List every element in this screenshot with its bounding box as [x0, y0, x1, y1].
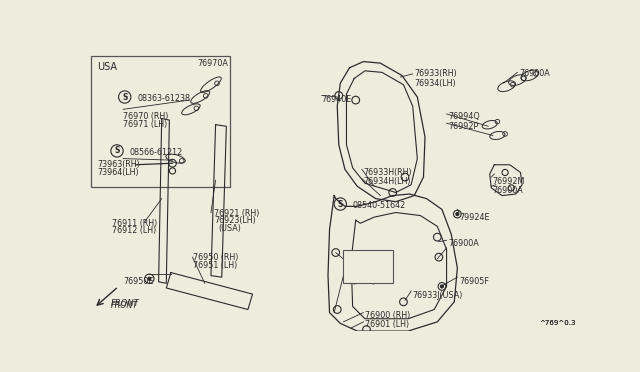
Text: 76900E: 76900E: [346, 259, 377, 268]
Text: FRONT: FRONT: [111, 301, 138, 310]
Text: 76905F: 76905F: [459, 277, 489, 286]
Text: 76950E: 76950E: [123, 277, 154, 286]
Text: 79924E: 79924E: [459, 212, 490, 221]
Text: 76971 (LH): 76971 (LH): [123, 120, 168, 129]
Text: 76900A: 76900A: [519, 69, 550, 78]
Text: ^769^0.3: ^769^0.3: [540, 320, 576, 326]
Text: 76933(RH): 76933(RH): [414, 69, 457, 78]
Text: 76934H(LH): 76934H(LH): [364, 177, 411, 186]
Text: ^769^0.3: ^769^0.3: [540, 320, 576, 326]
Text: 76911 (RH): 76911 (RH): [113, 219, 157, 228]
Text: 76970 (RH): 76970 (RH): [123, 112, 168, 121]
Text: 76933J(USA): 76933J(USA): [413, 291, 463, 300]
Text: 08540-51642: 08540-51642: [353, 201, 406, 210]
Text: 76970A: 76970A: [198, 58, 228, 67]
Text: 76912 (LH): 76912 (LH): [113, 226, 157, 235]
Text: 76992P: 76992P: [448, 122, 478, 131]
Text: 73964(LH): 73964(LH): [97, 168, 139, 177]
Text: 76900A: 76900A: [448, 239, 479, 248]
Text: 76934(LH): 76934(LH): [414, 78, 456, 87]
Bar: [344, 250, 394, 283]
Text: 76940E: 76940E: [322, 95, 352, 104]
Circle shape: [456, 212, 459, 216]
Text: 76933H(RH): 76933H(RH): [364, 168, 412, 177]
Text: S: S: [338, 199, 343, 209]
Text: 08363-61238: 08363-61238: [137, 94, 190, 103]
Text: 76900 (RH): 76900 (RH): [365, 311, 410, 320]
Text: 76994Q: 76994Q: [448, 112, 480, 121]
Text: 76921 (RH): 76921 (RH): [214, 209, 259, 218]
Text: S: S: [115, 147, 120, 155]
Text: USA: USA: [97, 62, 117, 71]
Text: 76992M: 76992M: [493, 177, 525, 186]
Text: 76900A: 76900A: [493, 186, 524, 195]
Text: (USA): (USA): [219, 224, 241, 233]
Text: 76950 (RH): 76950 (RH): [193, 253, 239, 262]
Text: 08566-61212: 08566-61212: [129, 148, 182, 157]
Text: 76901 (LH): 76901 (LH): [365, 320, 409, 329]
Bar: [91, 56, 230, 187]
Text: 76951 (LH): 76951 (LH): [193, 261, 237, 270]
Circle shape: [440, 285, 444, 288]
Text: 73963(RH): 73963(RH): [97, 160, 140, 169]
Text: 76900F: 76900F: [346, 268, 376, 277]
Circle shape: [148, 277, 151, 280]
Text: FRONT: FRONT: [111, 299, 140, 308]
Text: S: S: [122, 93, 127, 102]
Text: 76923(LH): 76923(LH): [214, 217, 256, 225]
Text: (CAN): (CAN): [353, 277, 376, 286]
